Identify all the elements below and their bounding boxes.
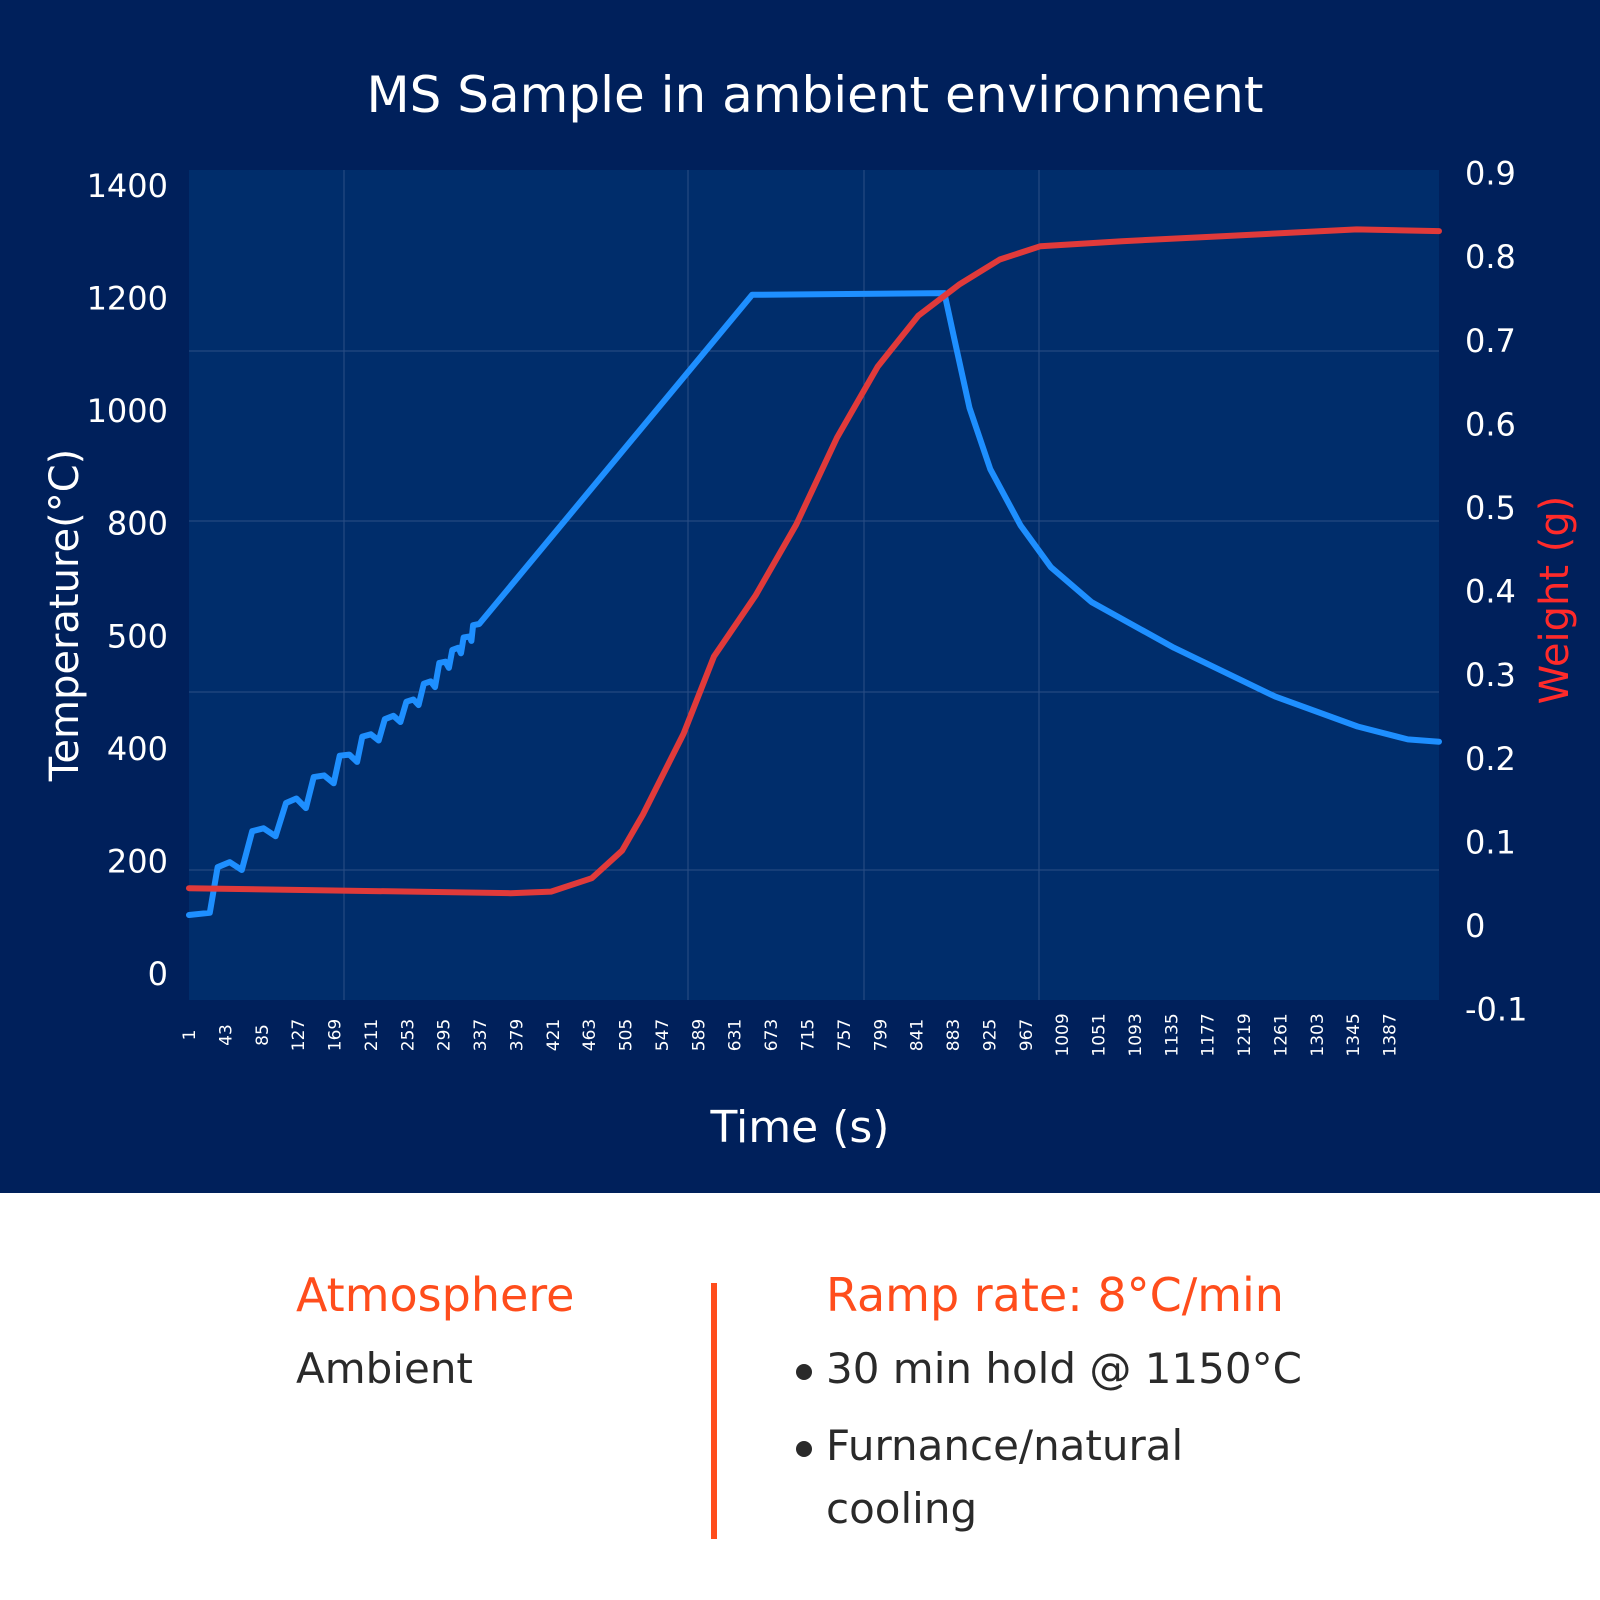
x-tick-label: 547 xyxy=(653,1019,673,1051)
bullet-cooling: Furnance/natural xyxy=(826,1421,1184,1470)
atmosphere-value: Ambient xyxy=(296,1344,473,1393)
y-axis-left-label: Temperature(°C) xyxy=(42,449,88,783)
x-tick-label: 1093 xyxy=(1126,1013,1146,1056)
x-tick-label: 1345 xyxy=(1344,1013,1364,1056)
divider xyxy=(711,1283,717,1539)
y-axis-left: 0 200 400 500 800 1000 1200 1400 xyxy=(87,167,168,993)
x-tick-label: 799 xyxy=(871,1019,891,1051)
x-tick-label: 925 xyxy=(980,1019,1000,1051)
x-tick-label: 1219 xyxy=(1235,1013,1255,1056)
x-tick-label: 337 xyxy=(471,1019,491,1051)
y2-tick-label: 0.4 xyxy=(1465,573,1516,611)
y2-tick-label: 0.9 xyxy=(1465,155,1516,193)
x-tick-label: 673 xyxy=(762,1019,782,1051)
x-tick-label: 1177 xyxy=(1199,1013,1219,1056)
bullet-hold: 30 min hold @ 1150°C xyxy=(826,1344,1302,1393)
x-tick-label: 127 xyxy=(289,1019,309,1051)
x-tick-label: 1261 xyxy=(1271,1013,1291,1056)
y-axis-right-label: Weight (g) xyxy=(1532,496,1578,705)
bullet-icon xyxy=(796,1364,812,1380)
y-tick-label: 1200 xyxy=(87,280,168,318)
x-tick-label: 631 xyxy=(726,1019,746,1051)
x-tick-label: 589 xyxy=(689,1019,709,1051)
x-axis: 1 43 85 127 169 211 253 295 337 379 421 463 505 547 58… xyxy=(180,1013,1401,1056)
bullet-cooling-cont: cooling xyxy=(826,1484,978,1533)
x-tick-label: 757 xyxy=(835,1019,855,1051)
y2-tick-label: 0.3 xyxy=(1465,656,1516,694)
x-tick-label: 43 xyxy=(216,1024,236,1046)
x-tick-label: 253 xyxy=(398,1019,418,1051)
y2-tick-label: 0 xyxy=(1465,907,1485,945)
x-tick-label: 211 xyxy=(362,1019,382,1051)
info-panel xyxy=(0,1193,1600,1600)
y2-tick-label: 0.5 xyxy=(1465,489,1516,527)
plot-area xyxy=(189,170,1439,1000)
y-axis-right: -0.1 0 0.1 0.2 0.3 0.4 0.5 0.6 0.7 0.8 0.9 xyxy=(1465,155,1527,1029)
x-tick-label: 505 xyxy=(617,1019,637,1051)
x-tick-label: 967 xyxy=(1017,1019,1037,1051)
chart-svg: MS Sample in ambient environment 0 200 400… xyxy=(42,66,1578,1153)
chart-panel: MS Sample in ambient environment 0 200 400… xyxy=(0,0,1600,1193)
atmosphere-heading: Atmosphere xyxy=(296,1268,575,1322)
x-tick-label: 295 xyxy=(435,1019,455,1051)
x-tick-label: 1387 xyxy=(1381,1013,1401,1056)
ramp-rate-heading: Ramp rate: 8°C/min xyxy=(826,1268,1284,1322)
x-tick-label: 1303 xyxy=(1308,1013,1328,1056)
grid xyxy=(189,170,1439,1000)
y2-tick-label: 0.7 xyxy=(1465,322,1516,360)
y-tick-label: 1400 xyxy=(87,167,168,205)
chart-title: MS Sample in ambient environment xyxy=(367,66,1264,124)
y2-tick-label: 0.2 xyxy=(1465,740,1516,778)
x-tick-label: 883 xyxy=(944,1019,964,1051)
y-tick-label: 400 xyxy=(107,730,168,768)
y-tick-label: 0 xyxy=(148,955,168,993)
series-weight-line xyxy=(186,226,1442,897)
x-tick-label: 169 xyxy=(326,1019,346,1051)
y2-tick-label: 0.8 xyxy=(1465,238,1516,276)
y2-tick-label: 0.6 xyxy=(1465,405,1516,443)
y-tick-label: 500 xyxy=(107,617,168,655)
x-tick-label: 463 xyxy=(580,1019,600,1051)
x-tick-label: 1 xyxy=(180,1030,200,1041)
x-tick-label: 379 xyxy=(507,1019,527,1051)
y-tick-label: 200 xyxy=(107,842,168,880)
x-tick-label: 715 xyxy=(799,1019,819,1051)
series-temperature-line xyxy=(186,290,1442,918)
y-tick-label: 800 xyxy=(107,505,168,543)
x-tick-label: 1051 xyxy=(1090,1013,1110,1056)
x-axis-label: Time (s) xyxy=(710,1102,890,1153)
x-tick-label: 1135 xyxy=(1162,1013,1182,1056)
y2-tick-label: -0.1 xyxy=(1465,991,1527,1029)
x-tick-label: 841 xyxy=(908,1019,928,1051)
y2-tick-label: 0.1 xyxy=(1465,823,1516,861)
x-tick-label: 421 xyxy=(544,1019,564,1051)
y-tick-label: 1000 xyxy=(87,392,168,430)
bullet-icon xyxy=(796,1441,812,1457)
x-tick-label: 85 xyxy=(253,1024,273,1046)
series-lines xyxy=(186,226,1442,918)
x-tick-label: 1009 xyxy=(1053,1013,1073,1056)
